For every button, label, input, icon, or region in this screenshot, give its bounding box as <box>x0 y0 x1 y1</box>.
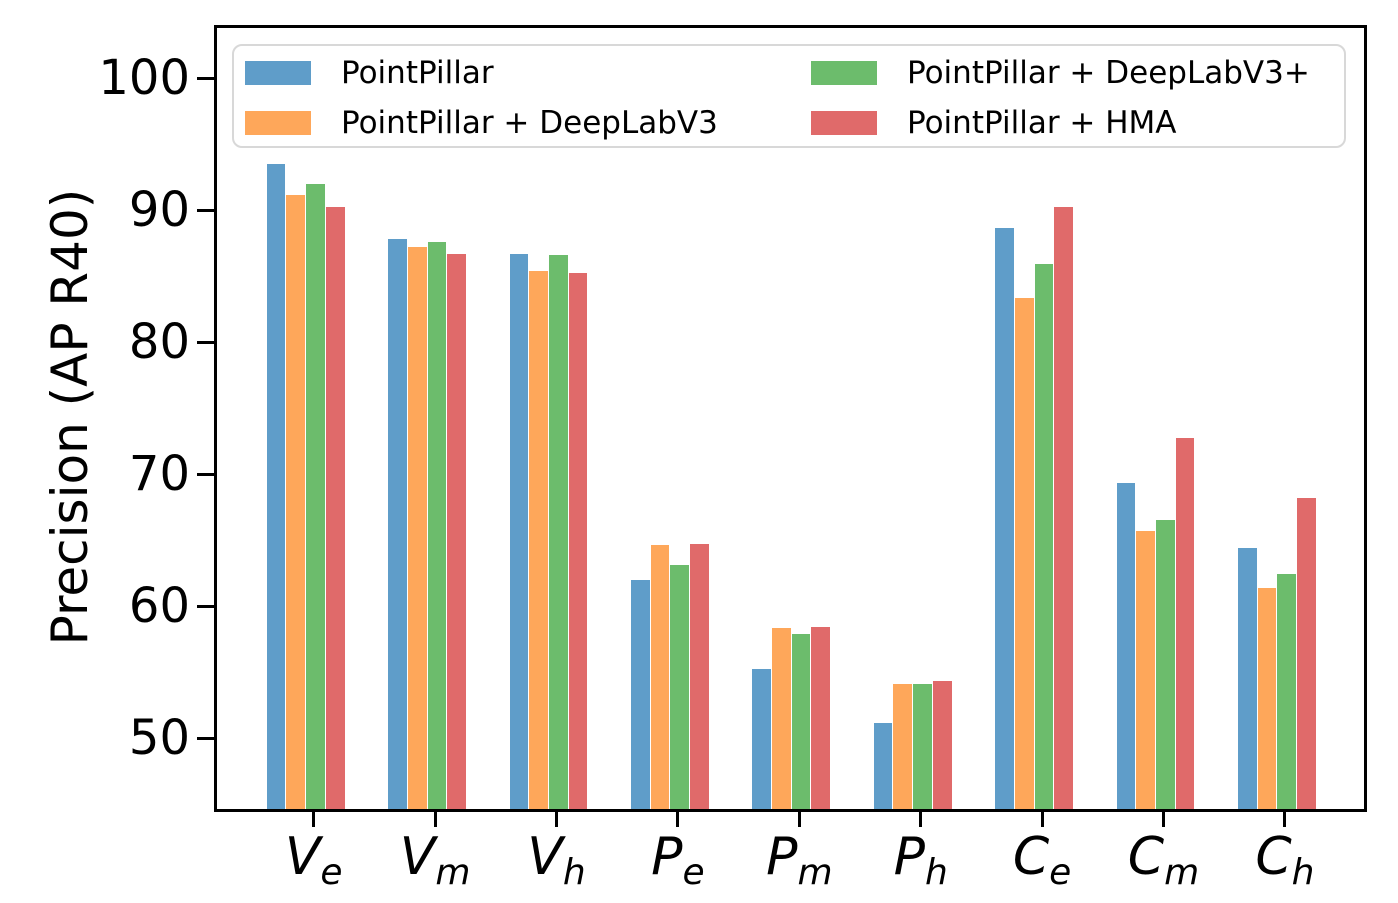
bar-P_e-series1 <box>650 545 670 811</box>
y-tick-label-90: 90 <box>128 182 190 238</box>
x-tick-mark-V_e <box>312 812 316 827</box>
y-tick-mark-80 <box>197 340 214 344</box>
y-tick-mark-60 <box>197 604 214 608</box>
y-tick-label-100: 100 <box>98 50 190 106</box>
y-tick-mark-100 <box>197 76 214 80</box>
bar-V_m-series2 <box>427 241 447 811</box>
y-tick-mark-50 <box>197 736 214 740</box>
bar-C_h-series1 <box>1257 587 1277 811</box>
bar-P_e-series3 <box>690 543 709 811</box>
bar-C_m-series2 <box>1155 520 1175 811</box>
legend-swatch-series0 <box>245 61 311 85</box>
bar-C_e-series3 <box>1054 207 1073 811</box>
x-tick-mark-P_m <box>797 812 801 827</box>
x-tick-mark-C_e <box>1040 812 1044 827</box>
y-tick-mark-90 <box>197 208 214 212</box>
bar-C_h-series0 <box>1237 547 1257 811</box>
bar-C_m-series1 <box>1136 530 1155 811</box>
x-tick-label-C_h: Ch <box>1255 827 1315 893</box>
x-tick-label-V_h: Vh <box>527 827 586 893</box>
bar-V_h-series3 <box>568 273 588 811</box>
bar-P_e-series2 <box>670 565 690 811</box>
bar-P_h-series1 <box>893 683 913 811</box>
x-tick-label-C_e: Ce <box>1012 827 1072 893</box>
bar-C_m-series3 <box>1175 438 1195 811</box>
legend-label-series2: PointPillar + DeepLabV3+ <box>907 55 1310 91</box>
bar-P_m-series3 <box>811 627 831 811</box>
x-tick-label-P_m: Pm <box>766 827 833 893</box>
bar-P_m-series2 <box>791 633 811 811</box>
bar-V_h-series0 <box>509 253 529 811</box>
x-tick-label-V_m: Vm <box>399 827 471 893</box>
bar-C_h-series3 <box>1297 497 1316 811</box>
x-tick-mark-C_m <box>1162 812 1165 827</box>
legend-label-series0: PointPillar <box>341 55 494 91</box>
x-tick-mark-V_m <box>433 812 437 827</box>
bar-P_m-series0 <box>752 669 772 811</box>
bar-P_e-series0 <box>630 579 650 811</box>
legend-label-series1: PointPillar + DeepLabV3 <box>341 105 718 141</box>
legend-label-series3: PointPillar + HMA <box>907 105 1177 141</box>
y-tick-mark-70 <box>197 472 214 476</box>
legend-swatch-series1 <box>245 111 311 135</box>
legend: PointPillar PointPillar + DeepLabV3 PointP… <box>232 44 1346 148</box>
bar-C_m-series0 <box>1116 483 1136 811</box>
x-tick-label-V_e: Ve <box>284 827 343 893</box>
legend-swatch-series2 <box>811 61 877 85</box>
x-tick-label-P_e: Pe <box>651 827 705 893</box>
bar-C_e-series0 <box>995 228 1014 811</box>
x-tick-mark-V_h <box>555 812 558 827</box>
y-tick-label-80: 80 <box>128 314 190 370</box>
bar-C_e-series2 <box>1034 264 1054 811</box>
y-tick-label-70: 70 <box>128 446 190 502</box>
bar-V_m-series0 <box>388 239 407 811</box>
bar-V_e-series1 <box>286 195 306 811</box>
bar-V_h-series1 <box>529 270 548 811</box>
bar-V_m-series1 <box>407 246 427 811</box>
x-tick-label-C_m: Cm <box>1127 827 1200 893</box>
x-tick-mark-P_h <box>919 812 923 827</box>
bar-P_h-series3 <box>932 681 952 811</box>
bar-C_h-series2 <box>1277 574 1297 811</box>
legend-swatch-series3 <box>811 111 877 135</box>
y-tick-label-50: 50 <box>128 710 190 766</box>
y-tick-label-60: 60 <box>128 578 190 634</box>
bar-P_h-series0 <box>873 723 893 811</box>
x-tick-mark-C_h <box>1283 812 1287 827</box>
bar-P_h-series2 <box>913 683 932 811</box>
bar-V_m-series3 <box>447 253 466 811</box>
x-tick-label-P_h: Ph <box>893 827 948 893</box>
bar-V_e-series2 <box>306 183 325 811</box>
bar-V_e-series3 <box>325 207 345 811</box>
bar-V_e-series0 <box>266 163 286 811</box>
x-tick-mark-P_e <box>676 812 680 827</box>
bar-V_h-series2 <box>548 254 568 811</box>
bar-P_m-series1 <box>772 628 791 811</box>
bar-C_e-series1 <box>1014 298 1034 811</box>
